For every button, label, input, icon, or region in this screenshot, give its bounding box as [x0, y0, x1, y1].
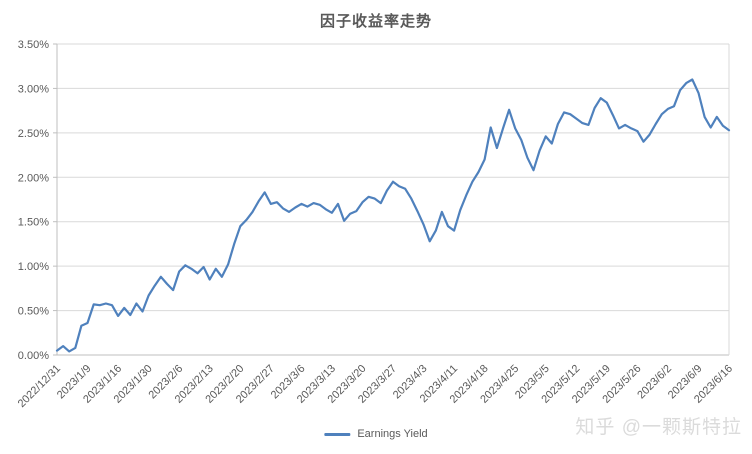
legend: Earnings Yield — [324, 428, 428, 440]
chart-title: 因子收益率走势 — [319, 13, 432, 30]
x-axis-label: 2022/12/31 — [16, 363, 63, 410]
legend-label: Earnings Yield — [357, 428, 428, 440]
y-axis-label: 3.50% — [18, 39, 49, 51]
y-axis-label: 0.50% — [18, 306, 49, 318]
watermark: 知乎 @一颗斯特拉 — [575, 417, 742, 438]
y-axis-label: 3.00% — [18, 83, 49, 95]
y-axis-label: 1.00% — [18, 261, 49, 273]
y-axis-label: 1.50% — [18, 217, 49, 229]
y-axis-label: 0.00% — [18, 350, 49, 362]
y-axis-label: 2.50% — [18, 128, 49, 140]
y-axis-label: 2.00% — [18, 172, 49, 184]
legend-line-marker — [324, 432, 351, 436]
series-line-earnings-yield — [55, 78, 731, 353]
